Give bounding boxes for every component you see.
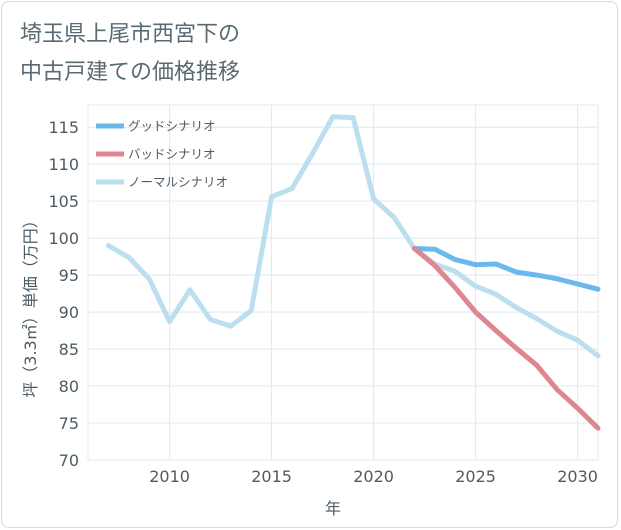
y-tick-labels: 70 75 80 85 90 95 100 105 110 115 (48, 118, 79, 470)
x-axis-label: 年 (325, 499, 341, 518)
series-lines (105, 114, 601, 431)
x-tick-label: 2015 (251, 467, 292, 486)
y-tick-label: 115 (48, 118, 79, 137)
x-tick-label: 2025 (455, 467, 496, 486)
series-line-1 (411, 246, 601, 431)
x-tick-label: 2010 (149, 467, 190, 486)
title-line-1: 埼玉県上尾市西宮下の (20, 22, 241, 47)
y-tick-label: 95 (59, 266, 79, 285)
x-tick-label: 2020 (353, 467, 394, 486)
x-tick-label: 2030 (557, 467, 598, 486)
y-tick-label: 70 (59, 451, 79, 470)
y-tick-label: 75 (59, 414, 79, 433)
series-line-0 (411, 246, 601, 292)
y-tick-label: 85 (59, 340, 79, 359)
series-line-2 (105, 114, 601, 359)
legend-label-2: ノーマルシナリオ (128, 175, 228, 190)
y-tick-label: 80 (59, 377, 79, 396)
y-tick-label: 110 (48, 155, 79, 174)
chart-title: 埼玉県上尾市西宮下の 中古戸建ての価格推移 (20, 16, 580, 92)
legend-label-0: グッドシナリオ (128, 119, 216, 134)
title-line-2: 中古戸建ての価格推移 (20, 60, 241, 85)
y-axis-label: 坪（3.3㎡）単価（万円） (21, 212, 40, 397)
grid-lines (87, 104, 599, 461)
legend-label-1: バッドシナリオ (128, 147, 216, 162)
x-tick-labels: 2010 2015 2020 2025 2030 (149, 467, 598, 486)
y-tick-label: 90 (59, 303, 79, 322)
y-tick-label: 100 (48, 229, 79, 248)
y-tick-label: 105 (48, 192, 79, 211)
